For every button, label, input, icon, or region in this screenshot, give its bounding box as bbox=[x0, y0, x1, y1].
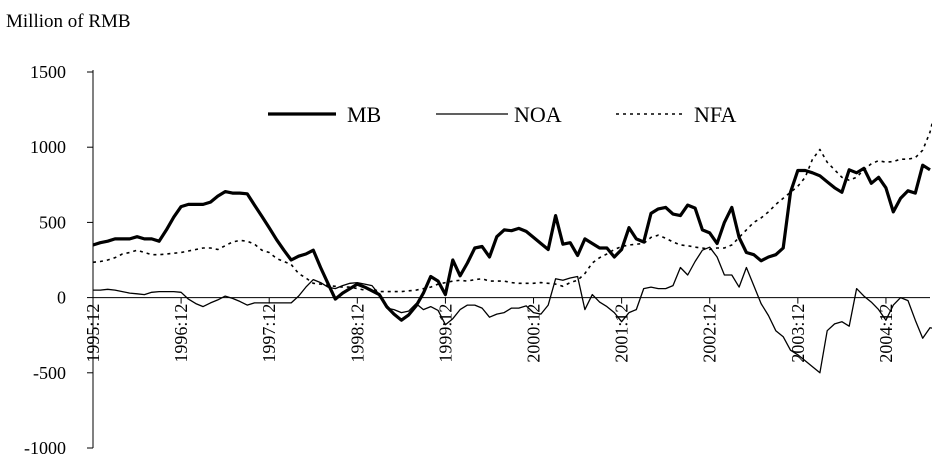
series-line-noa bbox=[93, 246, 932, 374]
x-tick-label: 1997:12 bbox=[259, 304, 279, 363]
x-tick-label: 2001:12 bbox=[612, 304, 632, 363]
y-tick-label: -500 bbox=[33, 363, 66, 383]
x-tick-label: 2004:12 bbox=[876, 304, 896, 363]
y-tick-label: 1500 bbox=[30, 62, 66, 82]
chart-legend: MB NOA NFA bbox=[268, 102, 736, 127]
series-line-mb bbox=[92, 163, 931, 322]
x-tick-label: 1999:12 bbox=[435, 304, 455, 363]
series-line-nfa bbox=[92, 120, 932, 293]
chart-series bbox=[92, 120, 932, 374]
y-axis-title: Million of RMB bbox=[6, 11, 131, 32]
x-tick-label: 1996:12 bbox=[171, 304, 191, 363]
legend-label-nfa: NFA bbox=[694, 102, 736, 127]
y-tick-label: 500 bbox=[39, 212, 66, 232]
chart-axes: 1500 1000 500 0 -500 -1000 1995:12 1996:12 1997:… bbox=[24, 62, 930, 458]
x-tick-label: 1998:12 bbox=[347, 304, 367, 363]
y-tick-label: -1000 bbox=[24, 438, 66, 458]
legend-label-noa: NOA bbox=[514, 102, 562, 127]
x-tick-label: 2000:12 bbox=[524, 304, 544, 363]
x-tick-label: 2003:12 bbox=[788, 304, 808, 363]
legend-label-mb: MB bbox=[347, 102, 381, 127]
x-tick-label: 1995:12 bbox=[83, 304, 103, 363]
x-tick-label: 2002:12 bbox=[700, 304, 720, 363]
y-tick-label: 0 bbox=[57, 288, 66, 308]
y-tick-label: 1000 bbox=[30, 137, 66, 157]
